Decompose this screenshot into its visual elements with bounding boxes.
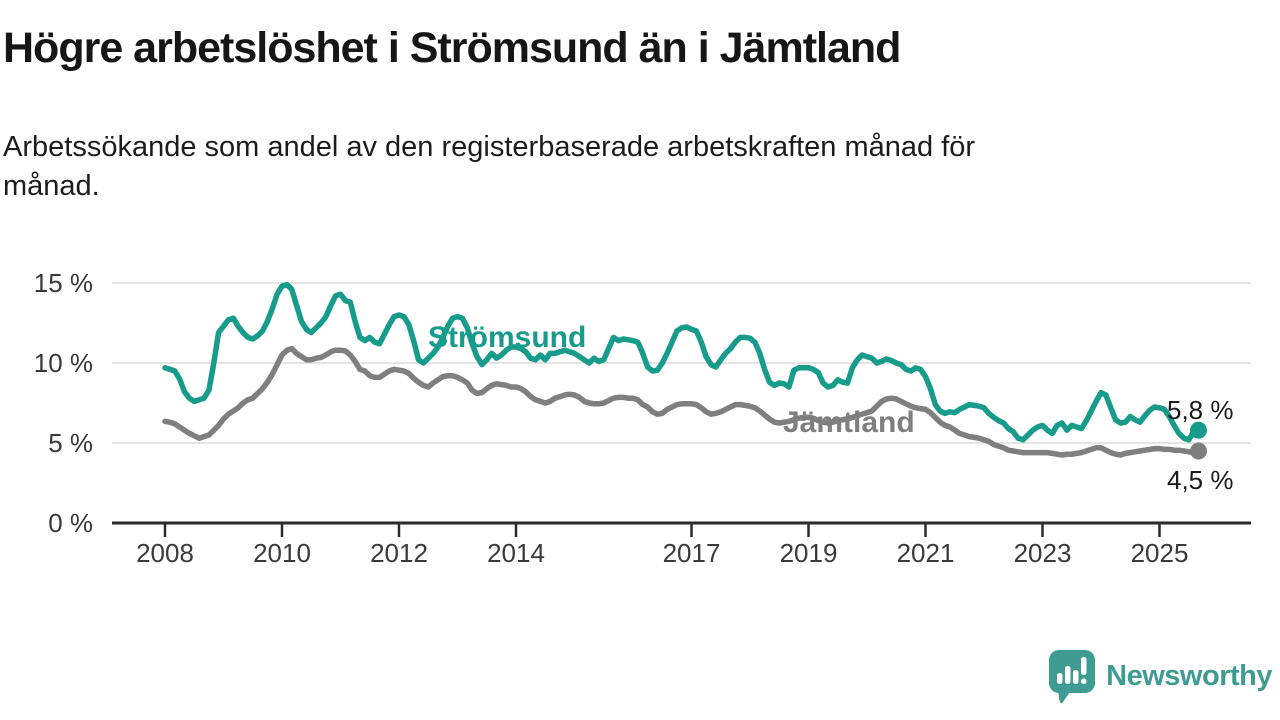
chart-subtitle-line1: Arbetssökande som andel av den registerb… (3, 131, 976, 163)
y-axis-tick-label: 15 % (34, 268, 93, 298)
x-axis-tick-label: 2010 (253, 538, 311, 568)
x-axis-tick-label: 2014 (487, 538, 545, 568)
jamtland-end-value-label: 4,5 % (1167, 465, 1234, 495)
x-axis-tick-label: 2021 (897, 538, 955, 568)
jamtland-end-dot (1190, 442, 1207, 460)
stromsund-line (162, 281, 1202, 443)
stromsund-end-value-label: 5,8 % (1167, 395, 1234, 425)
x-axis-tick-label: 2023 (1014, 538, 1072, 568)
stromsund-series-label: Strömsund (428, 321, 586, 354)
x-axis-tick-label: 2025 (1131, 538, 1189, 568)
x-axis-tick-label: 2008 (136, 538, 194, 568)
newsworthy-logo-text: Newsworthy (1106, 659, 1272, 692)
x-axis-tick-label: 2019 (780, 538, 838, 568)
newsworthy-logo-icon (1049, 650, 1096, 704)
stromsund-end-dot (1190, 421, 1207, 439)
x-axis-tick-label: 2012 (370, 538, 428, 568)
y-axis-tick-label: 0 % (48, 508, 93, 538)
page-title: Högre arbetslöshet i Strömsund än i Jämt… (3, 24, 901, 72)
jamtland-series-label: Jämtland (783, 406, 915, 439)
chart-subtitle-line2: månad. (3, 170, 100, 202)
newsworthy-logo: Newsworthy (1048, 646, 1272, 706)
y-axis-tick-label: 10 % (34, 348, 93, 378)
x-axis-tick-label: 2017 (663, 538, 721, 568)
y-axis-tick-label: 5 % (48, 428, 93, 458)
chart-subtitle: Arbetssökande som andel av den registerb… (3, 128, 975, 206)
jamtland-line (162, 345, 1202, 458)
